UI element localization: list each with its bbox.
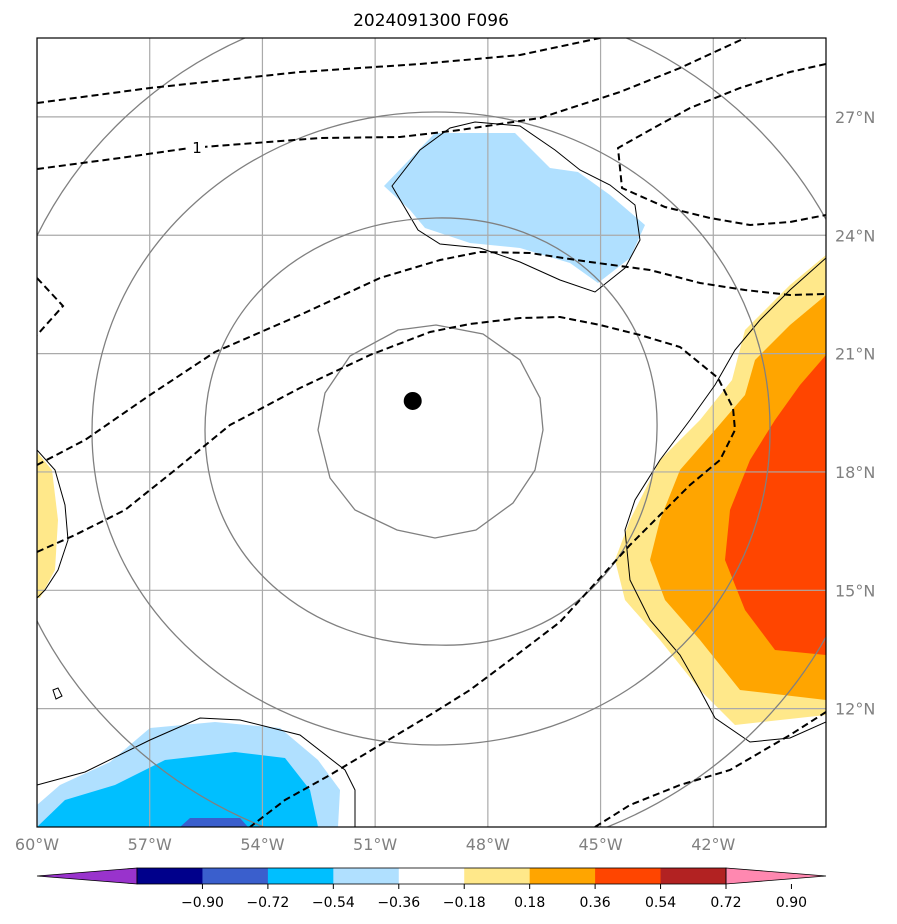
colorbar-frame <box>136 867 727 885</box>
longitude-label: 45°W <box>578 835 622 854</box>
colorbar-segment <box>595 868 662 884</box>
longitude-label: 60°W <box>15 835 59 854</box>
range-ring-3 <box>91 111 771 746</box>
longitude-label: 42°W <box>691 835 735 854</box>
outline-north <box>391 121 641 293</box>
shading-outline-layer <box>37 121 826 827</box>
colorbar-tick-label: 0.90 <box>776 895 807 911</box>
colorbar-segment <box>137 868 203 884</box>
storm-center-marker <box>403 391 422 410</box>
colorbar-segment <box>202 868 269 884</box>
outline-west <box>37 449 69 599</box>
outline-east <box>624 257 826 743</box>
colorbar-tick-label: 0.54 <box>645 895 676 911</box>
shading-layer <box>37 133 826 827</box>
longitude-label: 51°W <box>353 835 397 854</box>
longitude-label: 54°W <box>240 835 284 854</box>
contour-label-bg <box>187 138 205 156</box>
positive-anomaly-072 <box>725 355 826 655</box>
contour-label: 1 <box>192 139 202 157</box>
outline-southwest <box>37 717 356 827</box>
colorbar-tick-label: −0.18 <box>443 895 486 911</box>
colorbar-tick-label: −0.90 <box>181 895 224 911</box>
positive-anomaly-west <box>37 452 58 598</box>
latitude-label: 24°N <box>835 226 875 245</box>
colorbar-tick-label: 0.18 <box>514 895 545 911</box>
latitude-label: 18°N <box>835 463 875 482</box>
latitude-label: 21°N <box>835 345 875 364</box>
dashed-contours <box>37 38 826 827</box>
latitude-label: 15°N <box>835 581 875 600</box>
latitude-label: 12°N <box>835 700 875 719</box>
latitude-tick-labels: 12°N 15°N 18°N 21°N 24°N 27°N <box>835 108 875 719</box>
colorbar-segment <box>333 868 400 884</box>
range-ring-4 <box>37 38 826 827</box>
latitude-label: 27°N <box>835 108 875 127</box>
map-frame <box>36 37 827 828</box>
dashed-contour-4 <box>37 250 826 466</box>
colorbar: −0.90 −0.72 −0.54 −0.36 −0.18 0.18 0.36 0.54 0.7… <box>36 867 827 911</box>
dashed-contour-7 <box>594 711 826 827</box>
colorbar-segment <box>464 868 531 884</box>
negative-anomaly-north <box>384 133 645 283</box>
colorbar-segment <box>660 868 727 884</box>
colorbar-tick-label: −0.54 <box>312 895 355 911</box>
outline-small-island <box>52 687 63 700</box>
colorbar-segment <box>398 868 465 884</box>
colorbar-tick-label: 0.72 <box>710 895 741 911</box>
longitude-tick-labels: 60°W 57°W 54°W 51°W 48°W 45°W 42°W <box>15 835 736 854</box>
negative-anomaly-southwest-036 <box>37 752 318 827</box>
colorbar-extend-high <box>725 867 827 885</box>
dashed-contour-6 <box>37 277 65 336</box>
range-ring-2 <box>204 217 658 646</box>
range-ring-1 <box>317 324 544 539</box>
colorbar-tick-label: −0.36 <box>377 895 420 911</box>
dashed-contour-3 <box>616 63 826 227</box>
map-area: 1 <box>37 38 826 827</box>
colorbar-extend-low <box>36 867 138 885</box>
longitude-label: 48°W <box>466 835 510 854</box>
figure-title: 2024091300 F096 <box>353 11 509 31</box>
range-rings <box>37 38 826 827</box>
colorbar-tick-label: 0.36 <box>580 895 611 911</box>
colorbar-segment <box>267 868 334 884</box>
negative-anomaly-southwest-054 <box>180 818 248 827</box>
longitude-label: 57°W <box>128 835 172 854</box>
colorbar-segment <box>529 868 596 884</box>
dashed-contour-1 <box>37 38 601 104</box>
graticule <box>37 38 826 827</box>
dashed-contour-5 <box>37 315 737 827</box>
colorbar-tick-label: −0.72 <box>246 895 289 911</box>
dashed-contour-2 <box>37 38 746 170</box>
